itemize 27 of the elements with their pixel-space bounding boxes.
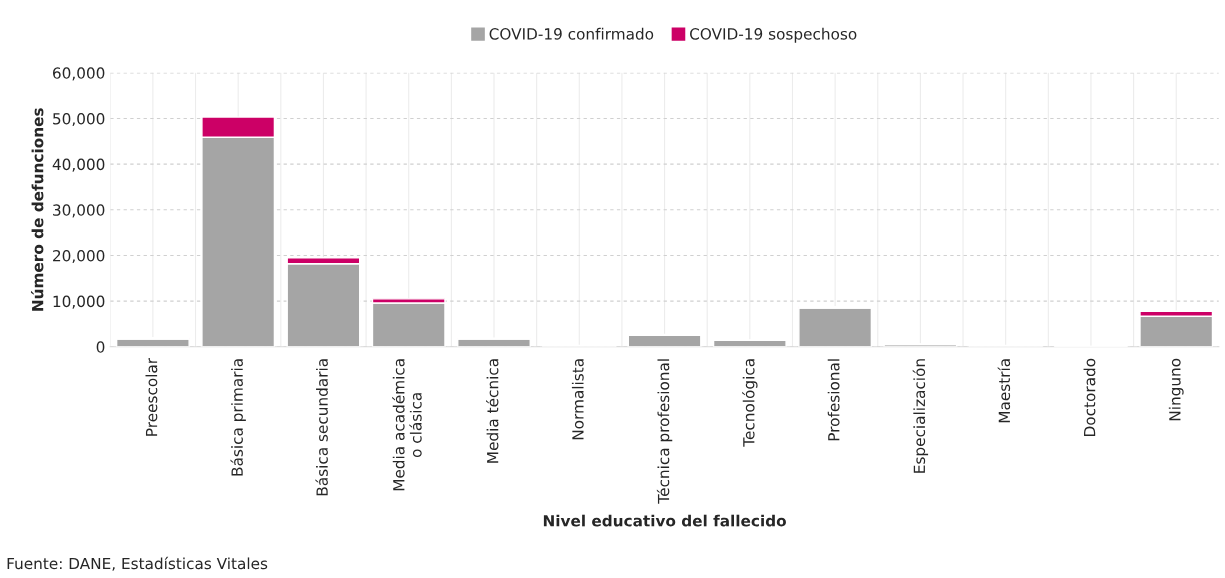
- y-tick-label: 30,000: [53, 204, 105, 218]
- x-tick-label: Profesional: [827, 359, 840, 441]
- y-tick-label: 0: [96, 341, 105, 353]
- x-tick-label: Media técnica: [486, 359, 499, 463]
- y-tick-label: 50,000: [53, 112, 105, 127]
- source-note: Fuente: DANE, Estadísticas Vitales: [7, 556, 268, 571]
- x-tick-label: Normalista: [571, 359, 584, 440]
- x-tick-label: Técnica profesional: [656, 359, 673, 504]
- x-tick-label: Tecnológica: [742, 359, 758, 447]
- x-tick-label: Preescolar: [145, 357, 158, 436]
- x-tick-label: Media académica o clásica: [392, 359, 422, 491]
- x-tick-label: Ninguno: [1168, 358, 1184, 421]
- y-axis-title: Número de defunciones: [30, 108, 44, 311]
- x-tick-label: Básica primaria: [230, 359, 246, 476]
- legend-label: COVID-19 confirmado: [489, 27, 654, 40]
- x-tick-label: Doctorado: [1083, 358, 1096, 436]
- x-tick-label: Básica secundaria: [315, 359, 328, 496]
- legend-label: COVID-19 sospechoso: [690, 27, 857, 43]
- x-tick-label: Maestría: [997, 359, 1011, 423]
- y-tick-label: 60,000: [53, 67, 105, 81]
- bar: [371, 302, 446, 347]
- y-tick-label: 20,000: [53, 249, 105, 264]
- x-axis-title: Nivel educativo del fallecido: [543, 514, 786, 527]
- y-tick-label: 10,000: [53, 295, 105, 309]
- x-tick-label: Especialización: [912, 359, 929, 473]
- y-tick-label: 40,000: [52, 158, 105, 172]
- bar: [798, 307, 873, 347]
